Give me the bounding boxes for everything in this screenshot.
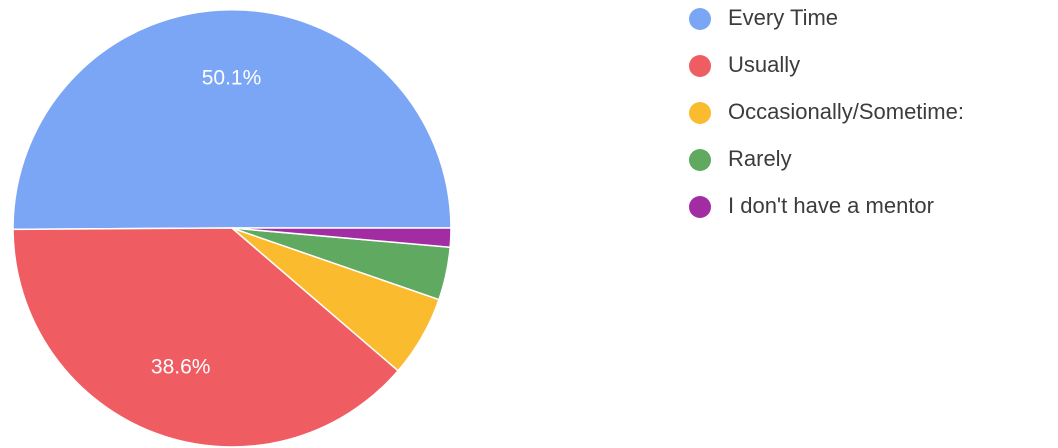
legend-label-rarely: Rarely xyxy=(728,146,792,171)
legend-label-i-don-t-have-a-mentor: I don't have a mentor xyxy=(728,193,934,218)
legend-item-i-don-t-have-a-mentor: I don't have a mentor xyxy=(689,193,934,218)
pie-slice-every-time xyxy=(12,8,452,231)
legend: Every Time Usually Occasionally/Sometime: R… xyxy=(689,5,964,218)
legend-item-occasionally-sometime: Occasionally/Sometime: xyxy=(689,99,964,124)
legend-item-rarely: Rarely xyxy=(689,146,792,171)
legend-item-usually: Usually xyxy=(689,52,800,77)
legend-swatch-occasionally-sometime xyxy=(689,102,711,124)
legend-item-every-time: Every Time xyxy=(689,5,838,30)
legend-swatch-i-don-t-have-a-mentor xyxy=(689,196,711,218)
slice-label-every-time: 50.1% xyxy=(202,67,262,90)
pie-slice-usually xyxy=(12,227,400,448)
legend-swatch-rarely xyxy=(689,149,711,171)
legend-label-occasionally-sometime: Occasionally/Sometime: xyxy=(728,99,964,124)
legend-swatch-every-time xyxy=(689,8,711,30)
legend-label-every-time: Every Time xyxy=(728,5,838,30)
pie-slice-labels: 50.1% 38.6% xyxy=(151,67,261,379)
legend-swatch-usually xyxy=(689,55,711,77)
legend-label-usually: Usually xyxy=(728,52,800,77)
pie-slice-i-don-t-have-a-mentor xyxy=(231,227,452,249)
pie-slices xyxy=(12,8,452,448)
slice-label-usually: 38.6% xyxy=(151,355,211,378)
